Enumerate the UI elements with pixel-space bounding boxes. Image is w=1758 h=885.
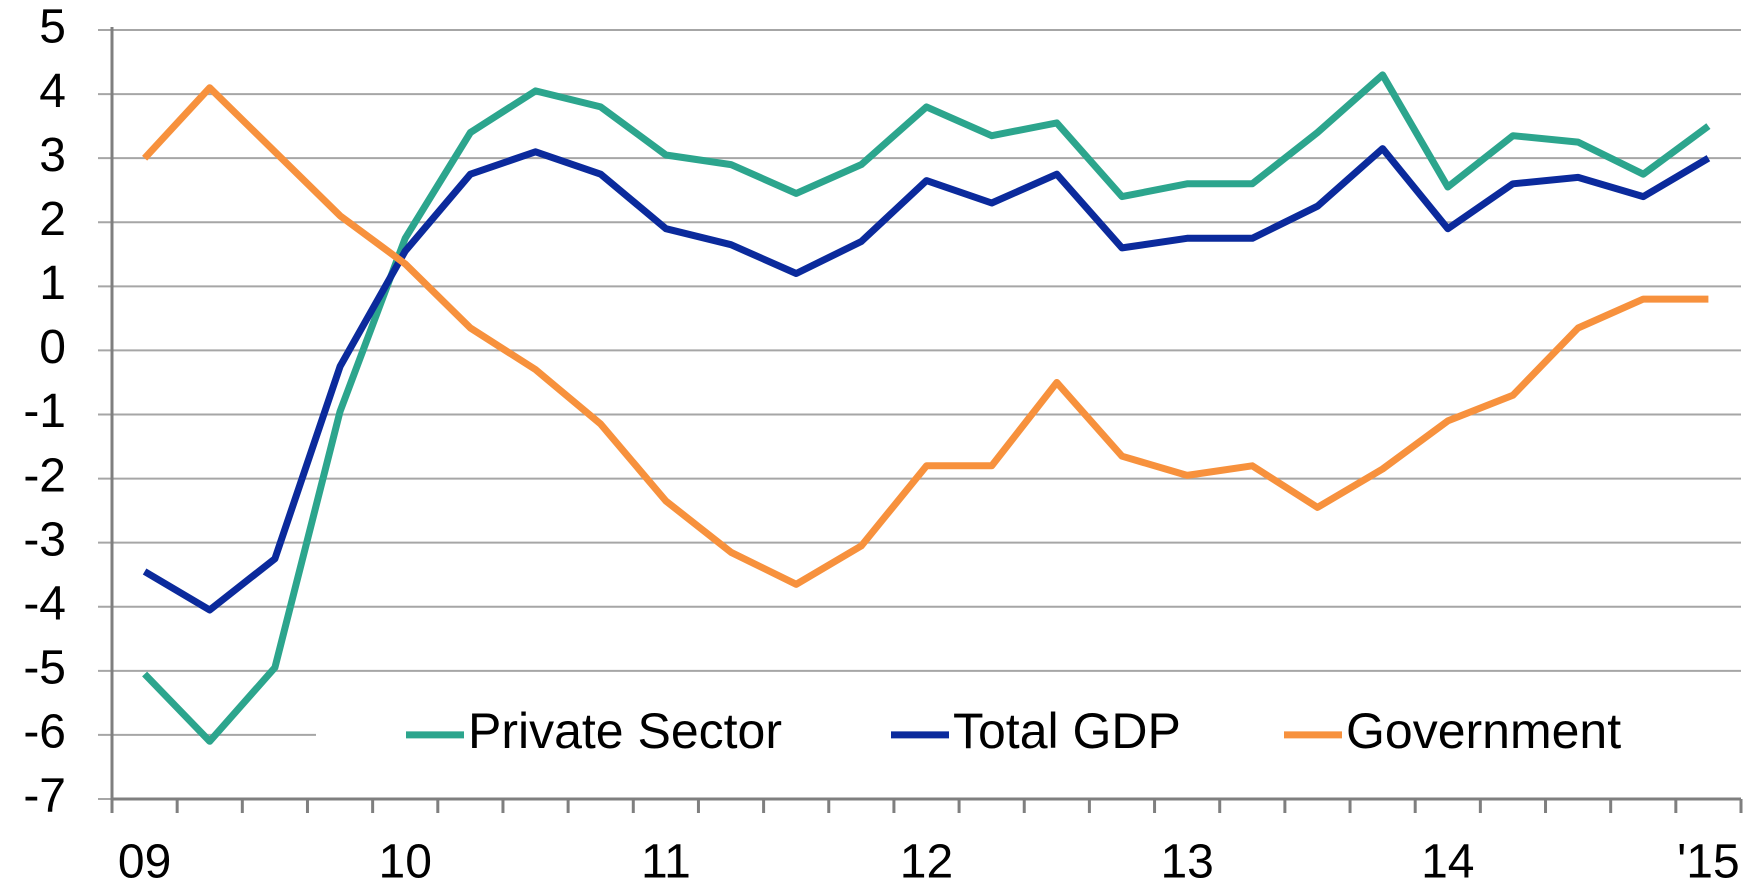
line-series xyxy=(142,145,1711,614)
y-tick-label: -1 xyxy=(23,385,66,438)
legend-label: Total GDP xyxy=(953,703,1181,759)
y-tick-label: 4 xyxy=(39,65,66,118)
y-tick-label: -6 xyxy=(23,706,66,759)
x-tick-label: 09 xyxy=(118,836,171,885)
y-tick-label: -2 xyxy=(23,449,66,502)
y-tick-label: -3 xyxy=(23,513,66,566)
y-tick-label: -5 xyxy=(23,642,66,695)
x-tick-label: 14 xyxy=(1421,836,1474,885)
y-tick-label: 2 xyxy=(39,193,66,246)
y-tick-label: 5 xyxy=(39,1,66,54)
legend-label: Private Sector xyxy=(468,703,782,759)
legend-box xyxy=(316,700,1741,769)
x-tick-label: 10 xyxy=(379,836,432,885)
y-tick-label: 3 xyxy=(39,129,66,182)
line-series xyxy=(142,84,1709,588)
x-tick-label: 13 xyxy=(1160,836,1213,885)
y-tick-label: 1 xyxy=(39,257,66,310)
line-series xyxy=(142,71,1711,745)
x-tick-label: 11 xyxy=(641,836,691,885)
legend-label: Government xyxy=(1346,703,1621,759)
y-tick-label: -7 xyxy=(23,770,66,823)
y-tick-label: -4 xyxy=(23,577,66,630)
x-tick-label: 12 xyxy=(900,836,953,885)
x-tick-label: '15 xyxy=(1677,836,1740,885)
y-tick-label: 0 xyxy=(39,321,66,374)
